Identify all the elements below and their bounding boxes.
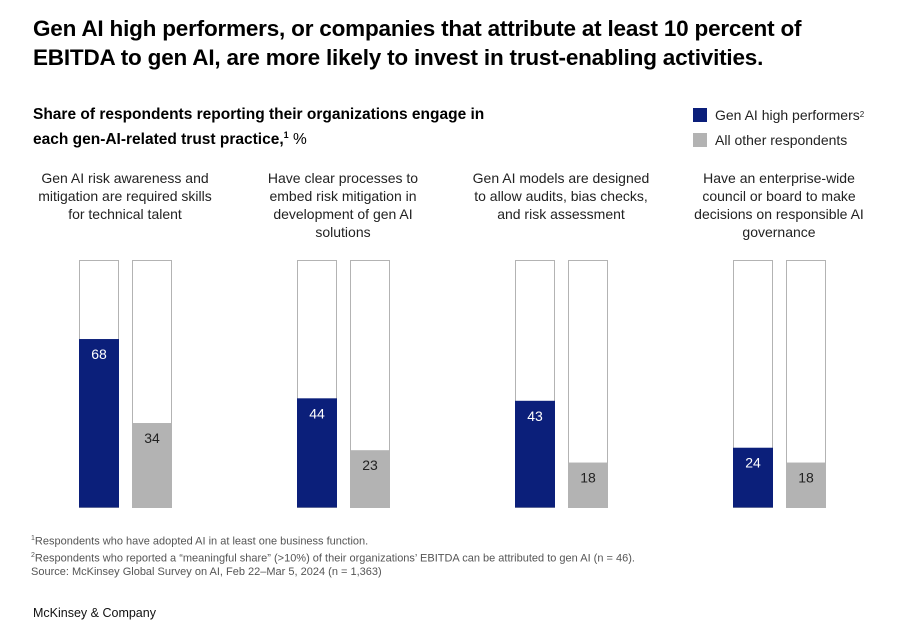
category-label-4: Have an enterprise-wide council or board… [694, 170, 864, 240]
bar-all-other [568, 462, 608, 508]
bar-all-other [786, 462, 826, 508]
legend-item-high-performers: Gen AI high performers 2 [693, 103, 864, 126]
data-label: 24 [745, 455, 761, 471]
data-label: 44 [309, 405, 325, 421]
legend-footnote-mark: 2 [859, 110, 865, 119]
bar-all-other [132, 423, 172, 508]
brand-logo-text: McKinsey & Company [33, 606, 156, 620]
category-label-1: Gen AI risk awareness and mitigation are… [38, 170, 212, 222]
data-label: 18 [798, 470, 814, 486]
bar-high-performers [515, 400, 555, 508]
bar-all-other [350, 450, 390, 508]
subtitle-footnote-mark: 1 [283, 130, 289, 140]
data-label: 23 [362, 457, 378, 473]
bar-high-performers [79, 339, 119, 508]
subtitle-text: Share of respondents reporting their org… [33, 106, 485, 149]
footnote-1: 1Respondents who have adopted AI in at l… [31, 535, 369, 548]
bar-high-performers [297, 398, 337, 508]
legend-label: All other respondents [715, 131, 848, 148]
legend: Gen AI high performers 2 All other respon… [693, 103, 864, 153]
chart-title: Gen AI high performers, or companies tha… [33, 16, 802, 70]
data-label: 68 [91, 346, 107, 362]
legend-swatch-high-performers [693, 107, 707, 122]
subtitle-unit: % [288, 131, 307, 149]
source-note: Source: McKinsey Global Survey on AI, Fe… [31, 566, 382, 579]
chart-subtitle: Share of respondents reporting their org… [33, 105, 493, 150]
data-label: 43 [527, 408, 543, 424]
footnotes: 1Respondents who have adopted AI in at l… [31, 532, 635, 579]
footnote-2: 2Respondents who reported a “meaningful … [31, 551, 635, 565]
data-label: 34 [144, 430, 160, 446]
category-label-2: Have clear processes to embed risk mitig… [267, 170, 419, 240]
legend-item-all-other: All other respondents [693, 128, 864, 151]
legend-label: Gen AI high performers [715, 106, 860, 123]
data-label: 18 [580, 470, 596, 486]
category-label-3: Gen AI models are designed to allow audi… [472, 170, 650, 222]
bar-high-performers [733, 447, 773, 508]
legend-swatch-all-other [693, 132, 707, 147]
